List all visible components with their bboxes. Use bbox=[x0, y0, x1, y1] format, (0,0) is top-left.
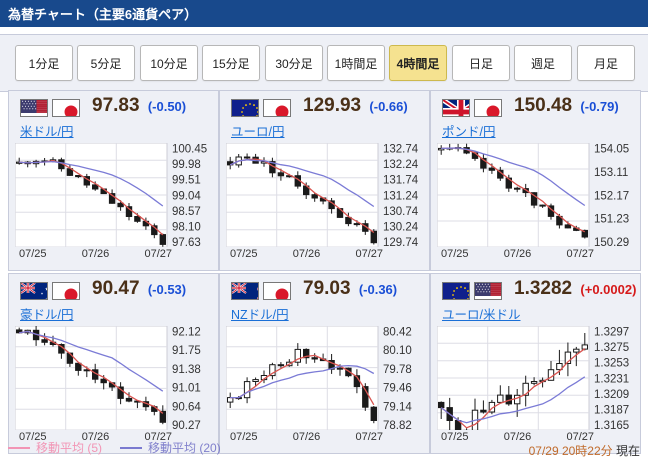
svg-text:1.3165: 1.3165 bbox=[594, 420, 629, 430]
svg-text:130.74: 130.74 bbox=[383, 206, 419, 218]
svg-text:1.3297: 1.3297 bbox=[594, 327, 629, 339]
svg-text:79.46: 79.46 bbox=[383, 383, 412, 395]
svg-text:1.3209: 1.3209 bbox=[594, 389, 629, 401]
svg-text:1.3253: 1.3253 bbox=[594, 358, 629, 370]
svg-text:98.57: 98.57 bbox=[172, 206, 201, 218]
svg-text:130.24: 130.24 bbox=[383, 221, 419, 233]
svg-text:129.74: 129.74 bbox=[383, 237, 419, 247]
svg-text:131.74: 131.74 bbox=[383, 175, 419, 187]
svg-text:154.05: 154.05 bbox=[594, 144, 629, 156]
svg-text:99.98: 99.98 bbox=[172, 159, 201, 171]
svg-text:92.12: 92.12 bbox=[172, 327, 201, 339]
svg-text:1.3275: 1.3275 bbox=[594, 342, 629, 354]
svg-text:90.64: 90.64 bbox=[172, 401, 201, 413]
svg-text:91.38: 91.38 bbox=[172, 364, 201, 376]
svg-text:132.24: 132.24 bbox=[383, 159, 419, 171]
svg-text:151.23: 151.23 bbox=[594, 214, 629, 226]
svg-text:91.01: 91.01 bbox=[172, 383, 201, 395]
svg-text:80.10: 80.10 bbox=[383, 345, 412, 357]
svg-text:98.10: 98.10 bbox=[172, 221, 201, 233]
svg-text:91.75: 91.75 bbox=[172, 345, 201, 357]
svg-text:79.78: 79.78 bbox=[383, 364, 412, 376]
svg-text:1.3187: 1.3187 bbox=[594, 404, 629, 416]
svg-text:97.63: 97.63 bbox=[172, 237, 201, 247]
svg-text:153.11: 153.11 bbox=[594, 167, 628, 179]
svg-text:79.14: 79.14 bbox=[383, 401, 412, 413]
svg-text:132.74: 132.74 bbox=[383, 144, 419, 156]
svg-text:99.04: 99.04 bbox=[172, 190, 201, 202]
svg-text:1.3231: 1.3231 bbox=[594, 373, 629, 385]
svg-text:78.82: 78.82 bbox=[383, 420, 412, 430]
svg-text:150.29: 150.29 bbox=[594, 237, 629, 247]
svg-text:90.27: 90.27 bbox=[172, 420, 201, 430]
svg-text:80.42: 80.42 bbox=[383, 327, 412, 339]
svg-text:152.17: 152.17 bbox=[594, 190, 629, 202]
svg-text:131.24: 131.24 bbox=[383, 190, 419, 202]
svg-text:99.51: 99.51 bbox=[172, 175, 201, 187]
svg-text:100.45: 100.45 bbox=[172, 144, 207, 156]
